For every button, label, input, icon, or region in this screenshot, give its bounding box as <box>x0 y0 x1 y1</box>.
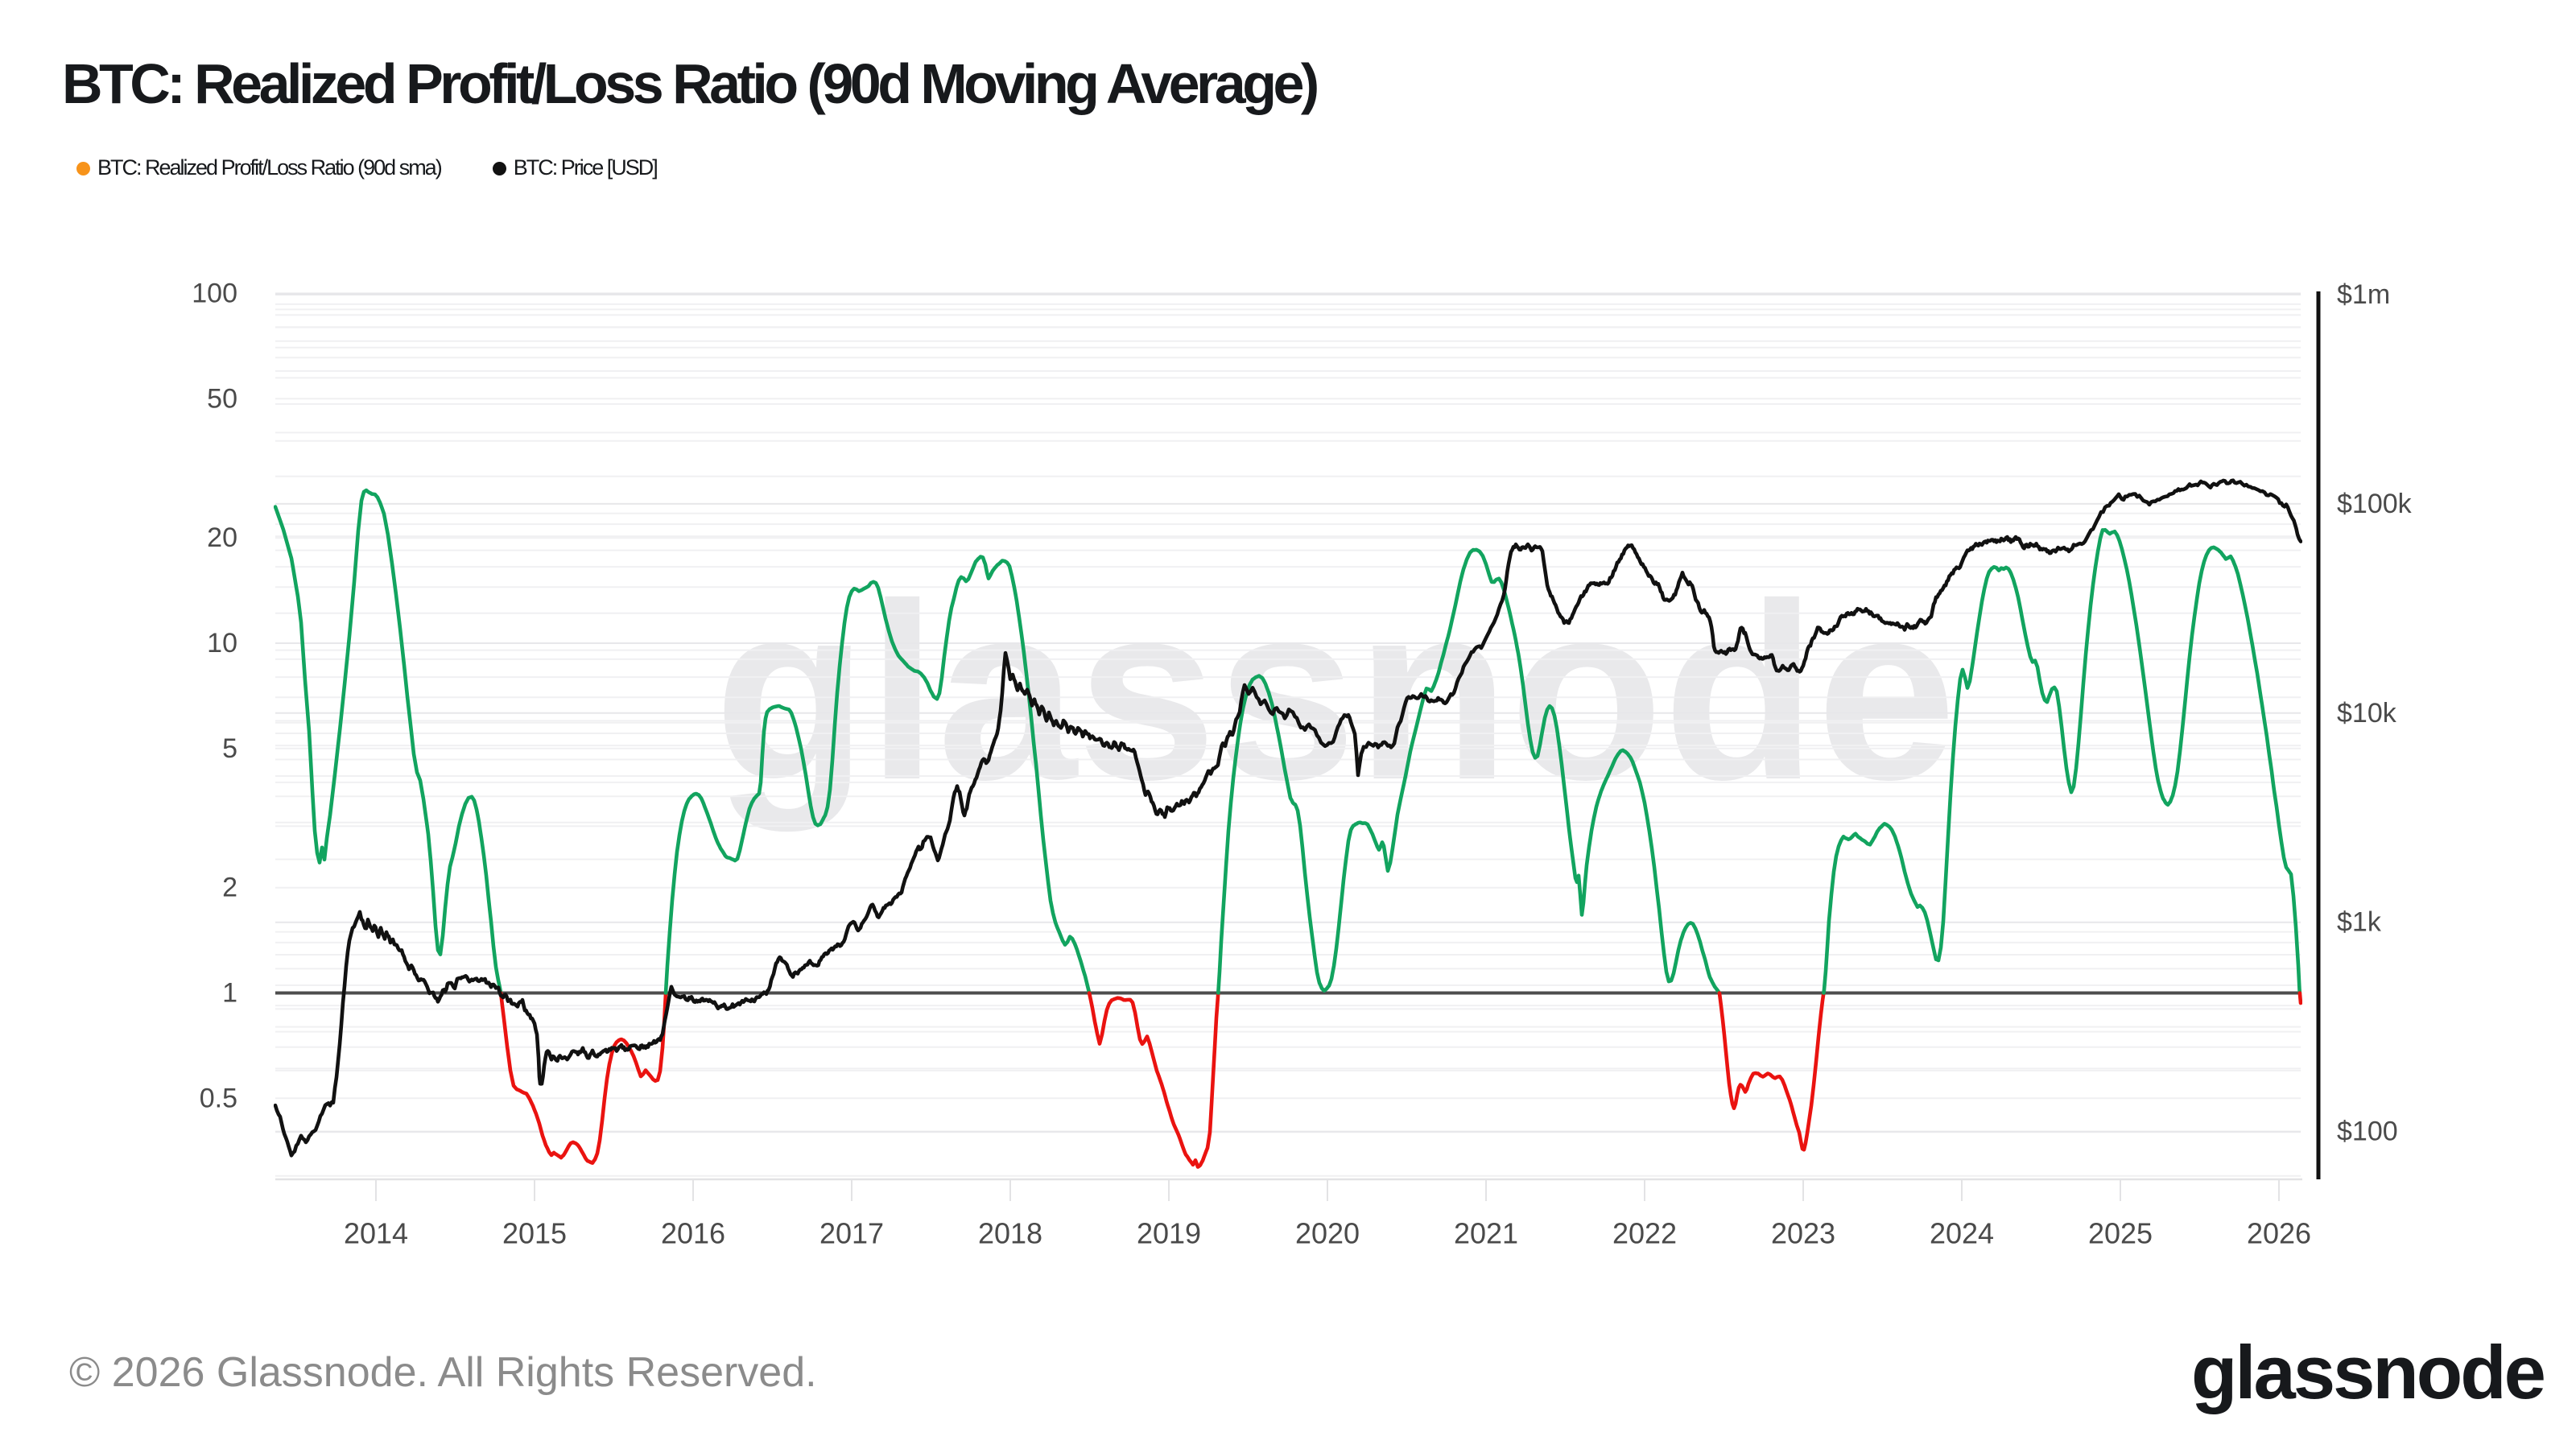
svg-text:2017: 2017 <box>819 1217 884 1250</box>
svg-text:2023: 2023 <box>1771 1217 1835 1250</box>
svg-text:$100k: $100k <box>2337 489 2413 519</box>
svg-text:100: 100 <box>192 279 237 309</box>
svg-text:2: 2 <box>222 873 237 903</box>
svg-text:$10k: $10k <box>2337 698 2397 729</box>
svg-text:0.5: 0.5 <box>200 1083 237 1113</box>
svg-text:2021: 2021 <box>1454 1217 1518 1250</box>
svg-text:2015: 2015 <box>502 1217 567 1250</box>
svg-text:$1k: $1k <box>2337 907 2382 938</box>
svg-text:10: 10 <box>207 628 237 658</box>
svg-text:2019: 2019 <box>1137 1217 1201 1250</box>
svg-text:1: 1 <box>222 978 237 1009</box>
svg-text:$100: $100 <box>2337 1117 2398 1147</box>
svg-text:2024: 2024 <box>1930 1217 1994 1250</box>
svg-text:2014: 2014 <box>344 1217 408 1250</box>
svg-text:2020: 2020 <box>1295 1217 1360 1250</box>
svg-text:50: 50 <box>207 383 237 414</box>
svg-text:2022: 2022 <box>1612 1217 1677 1250</box>
svg-text:20: 20 <box>207 522 237 553</box>
svg-text:2025: 2025 <box>2088 1217 2153 1250</box>
svg-text:$1m: $1m <box>2337 279 2390 310</box>
svg-text:2018: 2018 <box>978 1217 1042 1250</box>
svg-text:2026: 2026 <box>2247 1217 2311 1250</box>
svg-text:2016: 2016 <box>661 1217 725 1250</box>
svg-text:5: 5 <box>222 733 237 764</box>
